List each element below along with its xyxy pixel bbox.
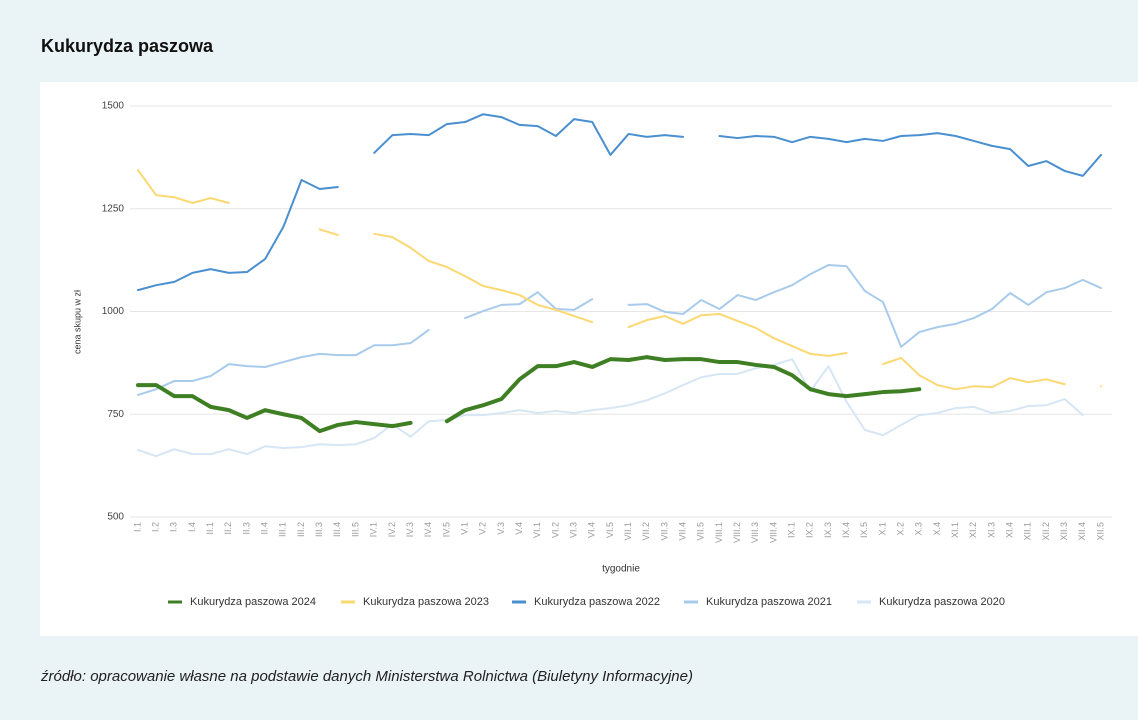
x-tick-label: II.1 (205, 522, 215, 535)
x-tick-label: V.2 (478, 522, 488, 535)
x-tick-label: II.4 (260, 522, 270, 535)
x-tick-label: III.2 (296, 522, 306, 537)
x-tick-label: XII.1 (1023, 522, 1033, 541)
x-tick-label: III.3 (314, 522, 324, 537)
legend-label: Kukurydza paszowa 2024 (190, 596, 316, 608)
x-tick-label: IX.4 (841, 522, 851, 538)
x-tick-label: VII.3 (659, 522, 669, 541)
x-tick-label: XII.2 (1041, 522, 1051, 541)
series-line (137, 358, 1084, 458)
x-tick-label: XI.2 (968, 522, 978, 538)
x-tick-label: V.4 (514, 522, 524, 535)
x-tick-label: III.1 (278, 522, 288, 537)
x-tick-label: VIII.1 (714, 522, 724, 543)
x-tick-label: IV.4 (423, 522, 433, 537)
x-tick-label: VI.5 (605, 522, 615, 538)
x-tick-label: II.2 (223, 522, 233, 535)
series-line (136, 355, 922, 434)
x-tick-label: X.1 (877, 522, 887, 536)
x-tick-label: VII.1 (623, 522, 633, 541)
x-tick-label: I.2 (151, 522, 161, 532)
x-tick-label: X.4 (932, 522, 942, 536)
legend-label: Kukurydza paszowa 2020 (879, 596, 1005, 608)
x-tick-label: VI.4 (587, 522, 597, 538)
x-tick-label: I.4 (187, 522, 197, 532)
chart-panel (40, 82, 1138, 636)
x-tick-label: IV.3 (405, 522, 415, 537)
x-tick-label: X.3 (914, 522, 924, 536)
y-tick-label: 1500 (102, 101, 125, 112)
x-tick-label: VI.1 (532, 522, 542, 538)
x-tick-label: XII.3 (1059, 522, 1069, 541)
y-tick-label: 1250 (102, 203, 125, 214)
x-tick-label: XI.4 (1005, 522, 1015, 538)
x-tick-label: XII.4 (1077, 522, 1087, 541)
series-line (137, 169, 1103, 391)
y-axis-label: cena skupu w zł (72, 290, 82, 354)
x-tick-label: IX.5 (859, 522, 869, 538)
chart-title: Kukurydza paszowa (41, 36, 214, 56)
x-tick-label: VIII.2 (732, 522, 742, 543)
x-tick-label: VI.2 (550, 522, 560, 538)
x-tick-label: IV.2 (387, 522, 397, 537)
x-tick-label: II.3 (241, 522, 251, 535)
x-tick-label: XI.1 (950, 522, 960, 538)
x-tick-label: IV.5 (441, 522, 451, 537)
y-tick-label: 500 (107, 512, 124, 523)
x-tick-label: I.3 (169, 522, 179, 532)
x-axis-label: tygodnie (602, 564, 640, 575)
x-tick-label: IX.1 (786, 522, 796, 538)
x-tick-label: VII.5 (696, 522, 706, 541)
source-note: źródło: opracowanie własne na podstawie … (40, 668, 693, 685)
legend-label: Kukurydza paszowa 2022 (534, 596, 660, 608)
x-tick-label: I.1 (132, 522, 142, 532)
x-tick-label: VIII.3 (750, 522, 760, 543)
x-tick-label: XII.5 (1095, 522, 1105, 541)
series-line (137, 264, 1102, 396)
x-tick-label: III.4 (332, 522, 342, 537)
x-tick-label: XI.3 (986, 522, 996, 538)
x-tick-label: VIII.4 (768, 522, 778, 543)
series-line (137, 113, 1102, 292)
x-tick-label: X.2 (896, 522, 906, 536)
legend-label: Kukurydza paszowa 2023 (363, 596, 489, 608)
y-tick-label: 750 (107, 409, 124, 420)
x-tick-label: IX.3 (823, 522, 833, 538)
legend-label: Kukurydza paszowa 2021 (706, 596, 832, 608)
x-tick-label: VI.3 (568, 522, 578, 538)
y-tick-label: 1000 (102, 306, 125, 317)
x-tick-label: VII.4 (677, 522, 687, 541)
x-tick-label: V.3 (496, 522, 506, 535)
x-tick-label: VII.2 (641, 522, 651, 541)
x-tick-label: III.5 (350, 522, 360, 537)
x-tick-label: V.1 (459, 522, 469, 535)
x-tick-label: IX.2 (805, 522, 815, 538)
x-tick-label: IV.1 (369, 522, 379, 537)
